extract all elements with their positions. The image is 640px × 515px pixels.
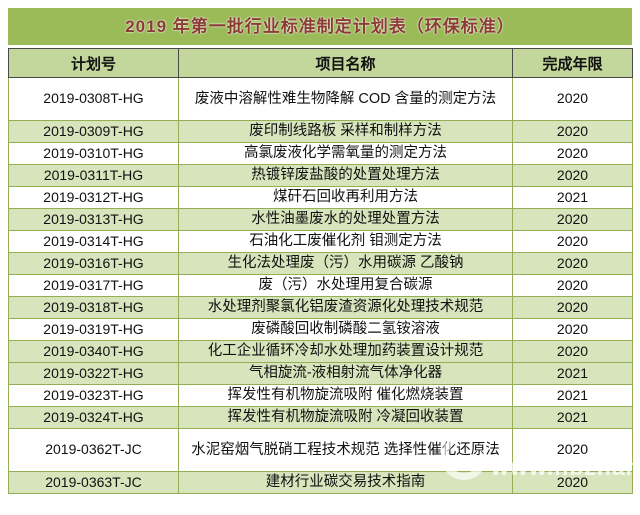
table-row: 2019-0310T-HG 高氯废液化学需氧量的测定方法 2020 — [8, 142, 633, 165]
table-row: 2019-0322T-HG 气相旋流-液相射流气体净化器 2021 — [8, 362, 633, 385]
plan-no-cell: 2019-0311T-HG — [8, 164, 179, 187]
project-name-cell: 石油化工废催化剂 钼测定方法 — [178, 230, 513, 253]
header-row: 计划号 项目名称 完成年限 — [8, 48, 633, 78]
plan-no-cell: 2019-0308T-HG — [8, 77, 179, 121]
plan-no-cell: 2019-0323T-HG — [8, 384, 179, 407]
table-header: 计划号 项目名称 完成年限 — [8, 48, 633, 78]
year-cell: 2020 — [512, 208, 633, 231]
year-cell: 2021 — [512, 362, 633, 385]
project-name-cell: 化工企业循环冷却水处理加药装置设计规范 — [178, 340, 513, 363]
table-body: 2019-0308T-HG 废液中溶解性难生物降解 COD 含量的测定方法 2020… — [8, 77, 633, 494]
plan-no-cell: 2019-0312T-HG — [8, 186, 179, 209]
table-row: 2019-0312T-HG 煤矸石回收再利用方法 2021 — [8, 186, 633, 209]
plan-no-cell: 2019-0340T-HG — [8, 340, 179, 363]
year-cell: 2021 — [512, 384, 633, 407]
table-row: 2019-0319T-HG 废磷酸回收制磷酸二氢铵溶液 2020 — [8, 318, 633, 341]
year-cell: 2020 — [512, 296, 633, 319]
year-cell: 2020 — [512, 274, 633, 297]
table-row: 2019-0316T-HG 生化法处理废（污）水用碳源 乙酸钠 2020 — [8, 252, 633, 275]
page: 2019 年第一批行业标准制定计划表（环保标准） 计划号 项目名称 完成年限 2… — [8, 8, 640, 494]
year-cell: 2020 — [512, 340, 633, 363]
project-name-cell: 废（污）水处理用复合碳源 — [178, 274, 513, 297]
year-cell: 2020 — [512, 142, 633, 165]
table-row: 2019-0311T-HG 热镀锌废盐酸的处置处理方法 2020 — [8, 164, 633, 187]
project-name-cell: 生化法处理废（污）水用碳源 乙酸钠 — [178, 252, 513, 275]
year-cell: 2020 — [512, 164, 633, 187]
plan-no-cell: 2019-0324T-HG — [8, 406, 179, 429]
project-name-cell: 水处理剂聚氯化铝废渣资源化处理技术规范 — [178, 296, 513, 319]
table-row: 2019-0314T-HG 石油化工废催化剂 钼测定方法 2020 — [8, 230, 633, 253]
table-title: 2019 年第一批行业标准制定计划表（环保标准） — [8, 8, 632, 45]
year-cell: 2020 — [512, 471, 633, 494]
project-name-cell: 废液中溶解性难生物降解 COD 含量的测定方法 — [178, 77, 513, 121]
table-row: 2019-0340T-HG 化工企业循环冷却水处理加药装置设计规范 2020 — [8, 340, 633, 363]
plan-no-cell: 2019-0316T-HG — [8, 252, 179, 275]
project-name-cell: 水泥窑烟气脱硝工程技术规范 选择性催化还原法 — [178, 428, 513, 472]
plan-no-cell: 2019-0362T-JC — [8, 428, 179, 472]
year-cell: 2020 — [512, 428, 633, 472]
table-row: 2019-0323T-HG 挥发性有机物旋流吸附 催化燃烧装置 2021 — [8, 384, 633, 407]
project-name-cell: 气相旋流-液相射流气体净化器 — [178, 362, 513, 385]
col-header-plan-no: 计划号 — [8, 48, 179, 78]
project-name-cell: 废印制线路板 采样和制样方法 — [178, 120, 513, 143]
plan-no-cell: 2019-0310T-HG — [8, 142, 179, 165]
project-name-cell: 建材行业碳交易技术指南 — [178, 471, 513, 494]
year-cell: 2021 — [512, 186, 633, 209]
year-cell: 2021 — [512, 406, 633, 429]
year-cell: 2020 — [512, 230, 633, 253]
plan-no-cell: 2019-0319T-HG — [8, 318, 179, 341]
table-row: 2019-0324T-HG 挥发性有机物旋流吸附 冷凝回收装置 2021 — [8, 406, 633, 429]
table-row: 2019-0362T-JC 水泥窑烟气脱硝工程技术规范 选择性催化还原法 2020 — [8, 428, 633, 472]
standards-table: 计划号 项目名称 完成年限 2019-0308T-HG 废液中溶解性难生物降解 C… — [8, 48, 633, 494]
year-cell: 2020 — [512, 120, 633, 143]
col-header-project-name: 项目名称 — [178, 48, 513, 78]
project-name-cell: 废磷酸回收制磷酸二氢铵溶液 — [178, 318, 513, 341]
project-name-cell: 挥发性有机物旋流吸附 冷凝回收装置 — [178, 406, 513, 429]
plan-no-cell: 2019-0318T-HG — [8, 296, 179, 319]
plan-no-cell: 2019-0309T-HG — [8, 120, 179, 143]
project-name-cell: 煤矸石回收再利用方法 — [178, 186, 513, 209]
table-row: 2019-0313T-HG 水性油墨废水的处理处置方法 2020 — [8, 208, 633, 231]
project-name-cell: 水性油墨废水的处理处置方法 — [178, 208, 513, 231]
plan-no-cell: 2019-0322T-HG — [8, 362, 179, 385]
year-cell: 2020 — [512, 318, 633, 341]
col-header-completion-year: 完成年限 — [512, 48, 633, 78]
plan-no-cell: 2019-0317T-HG — [8, 274, 179, 297]
table-row: 2019-0308T-HG 废液中溶解性难生物降解 COD 含量的测定方法 2020 — [8, 77, 633, 121]
plan-no-cell: 2019-0314T-HG — [8, 230, 179, 253]
table-row: 2019-0318T-HG 水处理剂聚氯化铝废渣资源化处理技术规范 2020 — [8, 296, 633, 319]
project-name-cell: 高氯废液化学需氧量的测定方法 — [178, 142, 513, 165]
project-name-cell: 热镀锌废盐酸的处置处理方法 — [178, 164, 513, 187]
year-cell: 2020 — [512, 77, 633, 121]
year-cell: 2020 — [512, 252, 633, 275]
table-row: 2019-0309T-HG 废印制线路板 采样和制样方法 2020 — [8, 120, 633, 143]
project-name-cell: 挥发性有机物旋流吸附 催化燃烧装置 — [178, 384, 513, 407]
table-row: 2019-0317T-HG 废（污）水处理用复合碳源 2020 — [8, 274, 633, 297]
plan-no-cell: 2019-0313T-HG — [8, 208, 179, 231]
plan-no-cell: 2019-0363T-JC — [8, 471, 179, 494]
table-row: 2019-0363T-JC 建材行业碳交易技术指南 2020 — [8, 471, 633, 494]
